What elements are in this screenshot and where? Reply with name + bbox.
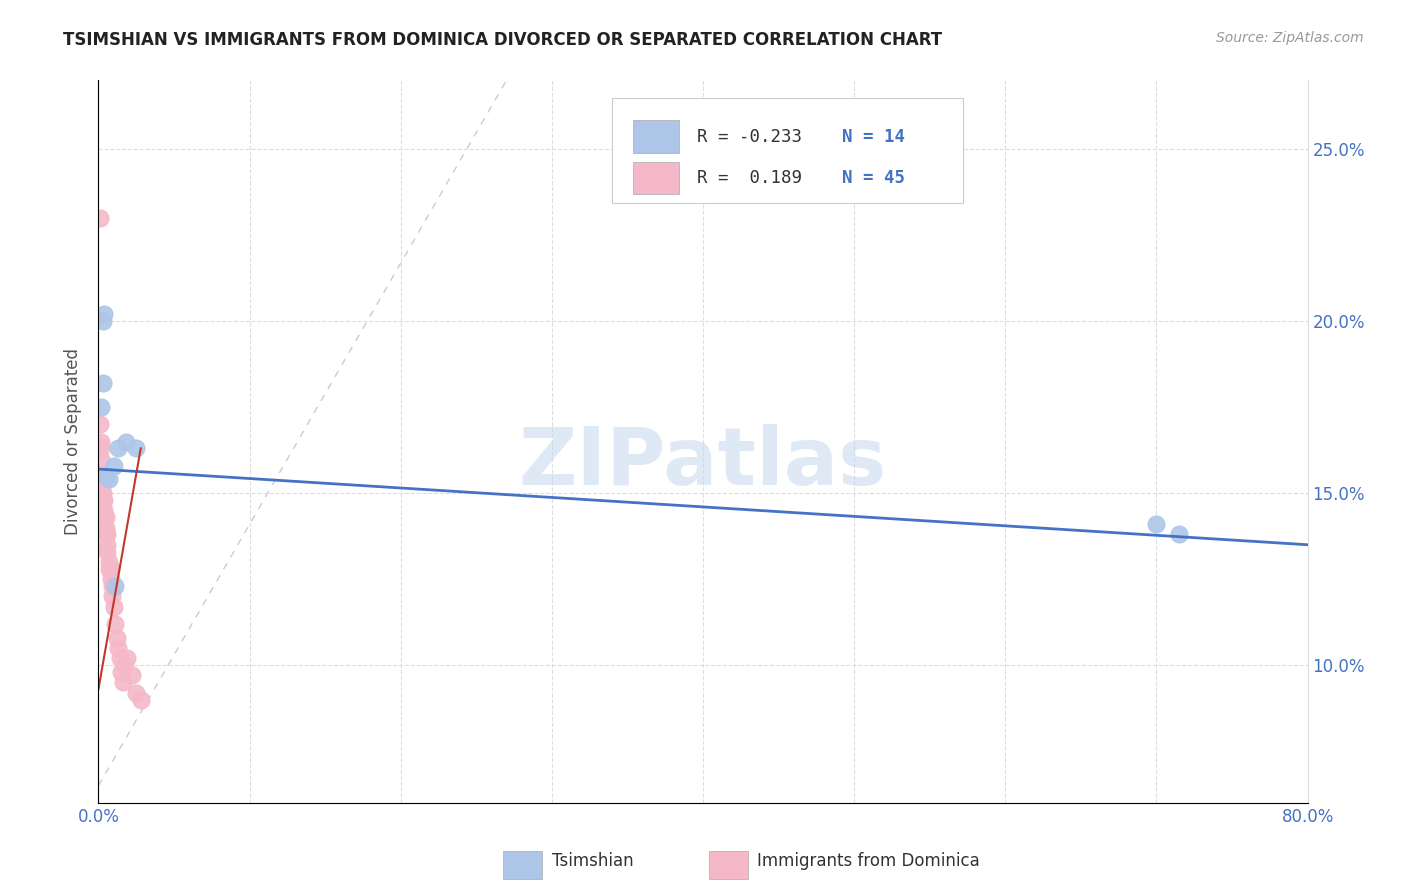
Point	[103, 599, 125, 614]
Point	[91, 475, 114, 490]
Point	[129, 692, 152, 706]
FancyBboxPatch shape	[613, 98, 963, 203]
Point	[105, 631, 128, 645]
Point	[94, 469, 117, 483]
Point	[90, 451, 112, 466]
Text: N = 45: N = 45	[842, 169, 905, 186]
Bar	[633, 120, 679, 153]
Text: R =  0.189: R = 0.189	[697, 169, 801, 186]
Point	[93, 493, 115, 508]
Point	[1168, 527, 1191, 541]
Text: Tsimshian: Tsimshian	[551, 852, 634, 870]
Point	[90, 434, 112, 449]
Text: Source: ZipAtlas.com: Source: ZipAtlas.com	[1216, 31, 1364, 45]
Point	[107, 442, 129, 456]
Point	[111, 675, 134, 690]
Point	[89, 417, 111, 432]
Point	[90, 400, 112, 414]
Point	[104, 616, 127, 631]
Point	[93, 510, 115, 524]
Point	[90, 469, 112, 483]
Point	[94, 527, 117, 541]
Bar	[503, 851, 543, 879]
Point	[93, 503, 115, 517]
Point	[98, 555, 121, 569]
Point	[91, 314, 114, 328]
Point	[1144, 517, 1167, 532]
Text: N = 14: N = 14	[842, 128, 905, 145]
Text: Immigrants from Dominica: Immigrants from Dominica	[758, 852, 980, 870]
Text: TSIMSHIAN VS IMMIGRANTS FROM DOMINICA DIVORCED OR SEPARATED CORRELATION CHART: TSIMSHIAN VS IMMIGRANTS FROM DOMINICA DI…	[63, 31, 942, 49]
Point	[121, 668, 143, 682]
Point	[103, 458, 125, 473]
Point	[101, 579, 124, 593]
Point	[112, 658, 135, 673]
Point	[91, 376, 114, 390]
Point	[96, 544, 118, 558]
Point	[110, 665, 132, 679]
Point	[101, 590, 124, 604]
Bar	[709, 851, 748, 879]
Point	[115, 651, 138, 665]
Text: ZIPatlas: ZIPatlas	[519, 425, 887, 502]
Point	[104, 579, 127, 593]
Point	[89, 211, 111, 225]
Bar	[633, 161, 679, 194]
Point	[100, 572, 122, 586]
Point	[91, 469, 114, 483]
Point	[98, 472, 121, 486]
Y-axis label: Divorced or Separated: Divorced or Separated	[65, 348, 83, 535]
Point	[107, 640, 129, 655]
Point	[98, 562, 121, 576]
Text: R = -0.233: R = -0.233	[697, 128, 801, 145]
Point	[94, 510, 117, 524]
Point	[100, 562, 122, 576]
Point	[96, 538, 118, 552]
Point	[125, 686, 148, 700]
Point	[94, 520, 117, 534]
Point	[90, 442, 112, 456]
Point	[96, 527, 118, 541]
Point	[125, 442, 148, 456]
Point	[91, 486, 114, 500]
Point	[91, 493, 114, 508]
Point	[93, 307, 115, 321]
Point	[108, 651, 131, 665]
Point	[114, 434, 136, 449]
